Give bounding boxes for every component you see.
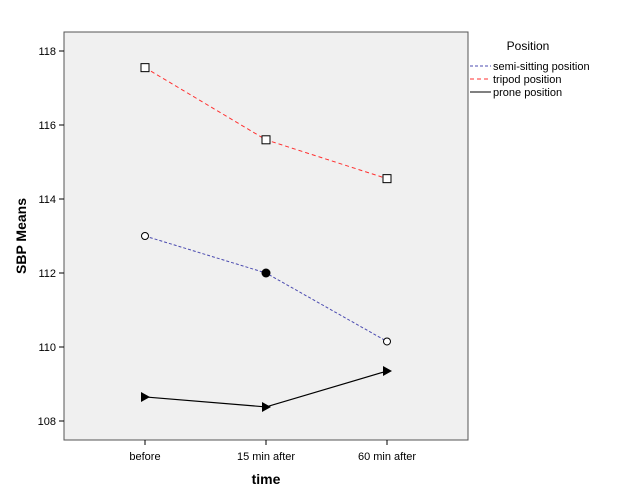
y-tick-label: 114: [38, 194, 56, 206]
y-tick-label: 108: [38, 416, 56, 428]
data-point: [141, 391, 150, 402]
plot-area: [63, 31, 469, 441]
legend-entry: semi-sitting position: [493, 61, 590, 73]
data-point: [383, 366, 392, 377]
data-point: [382, 174, 392, 184]
legend-entry: tripod position: [493, 74, 562, 86]
x-tick-label: 60 min after: [358, 451, 416, 463]
y-tick-label: 112: [38, 268, 56, 280]
data-point: [261, 135, 271, 145]
x-axis-label: time: [252, 471, 281, 487]
y-tick-label: 110: [38, 342, 56, 354]
x-tick-label: 15 min after: [237, 451, 295, 463]
data-point: [140, 63, 150, 73]
y-tick-label: 116: [38, 120, 56, 132]
legend-entry: prone position: [493, 87, 562, 99]
y-tick-label: 118: [38, 46, 56, 58]
x-tick-label: before: [129, 451, 160, 463]
y-axis-label: SBP Means: [13, 198, 29, 274]
legend-title: Position: [507, 39, 550, 53]
data-point: [261, 268, 271, 278]
data-point: [383, 337, 391, 346]
data-point: [141, 232, 149, 240]
data-point: [262, 401, 271, 412]
